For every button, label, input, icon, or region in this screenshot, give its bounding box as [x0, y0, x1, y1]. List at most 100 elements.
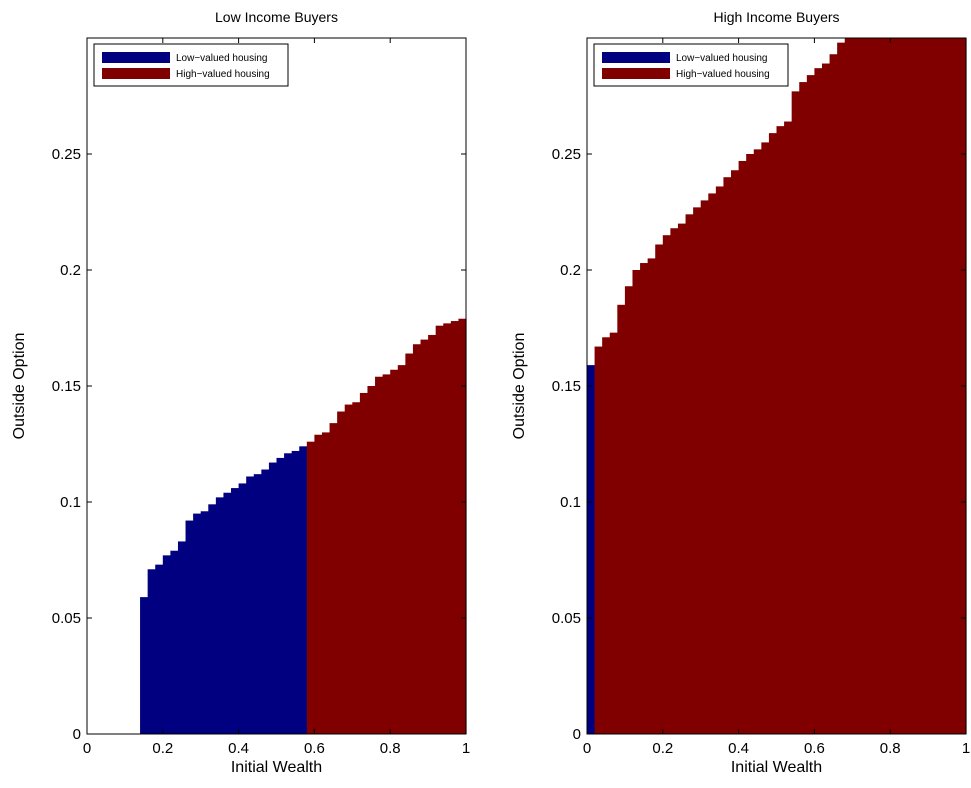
- y-tick-label-1: 0.05: [552, 610, 581, 627]
- bar-high-1: [314, 434, 323, 734]
- legend: Low−valued housing High−valued housing: [593, 43, 789, 87]
- bar-high-7: [647, 258, 656, 734]
- bar-high-6: [352, 402, 361, 734]
- bar-high-19: [450, 321, 460, 734]
- x-axis-label: Initial Wealth: [231, 759, 322, 776]
- bar-high-20: [458, 318, 467, 734]
- y-tick-label-0: 0: [573, 726, 581, 743]
- bar-high-42: [912, 38, 922, 734]
- x-tick-label-0: 0: [83, 740, 91, 757]
- bar-high-40: [897, 38, 906, 734]
- x-tick-label-3: 0.6: [804, 740, 825, 757]
- bar-high-35: [859, 38, 869, 734]
- bar-low-13: [238, 483, 247, 734]
- bar-high-33: [844, 38, 853, 734]
- bar-low-11: [223, 492, 232, 734]
- bar-high-9: [662, 235, 671, 734]
- bar-high-43: [920, 38, 929, 734]
- bar-high-3: [329, 423, 338, 734]
- bar-high-10: [670, 228, 679, 735]
- bar-high-22: [761, 142, 770, 734]
- x-tick-label-2: 0.4: [228, 740, 249, 757]
- bar-high-13: [693, 207, 702, 735]
- bar-high-2: [609, 332, 618, 734]
- bar-high-1: [602, 337, 611, 734]
- y-tick-label-1: 0.05: [52, 610, 81, 627]
- chart-high-income: 0 0.2 0.4 0.6 0.8 1 0 0.05 0.1 0.15 0.2 0.25 High I…: [511, 9, 970, 776]
- bar-low-8: [200, 511, 209, 734]
- bar-high-34: [852, 38, 861, 734]
- bar-high-46: [943, 38, 952, 734]
- plot-area-fill: [587, 38, 967, 735]
- bar-high-18: [731, 170, 740, 735]
- y-axis-label: Outside Option: [11, 333, 28, 440]
- bar-high-28: [806, 75, 815, 735]
- bar-high-5: [344, 404, 353, 734]
- bar-high-3: [617, 304, 626, 734]
- x-tick-label-5: 1: [962, 740, 970, 757]
- bar-low-1: [147, 569, 156, 734]
- bar-high-32: [837, 42, 846, 734]
- bar-high-20: [746, 154, 755, 734]
- bar-high-41: [905, 38, 914, 734]
- bar-high-27: [799, 82, 808, 734]
- chart-low-income: 0 0.2 0.4 0.6 0.8 1 0 0.05 0.1 0.15 0.2 0.25 Low In…: [11, 9, 470, 776]
- legend-swatch-high: [602, 68, 670, 79]
- bar-low-0: [140, 597, 149, 734]
- bar-low-17: [268, 462, 278, 734]
- bar-high-18: [443, 323, 452, 734]
- bar-high-15: [708, 193, 717, 734]
- y-tick-label-2: 0.1: [560, 494, 581, 511]
- bar-high-0: [306, 441, 315, 734]
- x-tick-label-1: 0.2: [152, 740, 173, 757]
- bar-high-11: [390, 369, 399, 734]
- bar-low-15: [253, 474, 262, 734]
- y-tick-label-4: 0.2: [560, 262, 581, 279]
- bar-high-13: [405, 353, 414, 734]
- bar-high-30: [821, 63, 831, 734]
- bar-high-8: [367, 386, 376, 734]
- bar-high-31: [829, 54, 838, 735]
- bar-low-5: [177, 541, 187, 734]
- bar-low-10: [215, 497, 225, 734]
- y-tick-label-0: 0: [73, 726, 81, 743]
- axis-ticks: 0 0.2 0.4 0.6 0.8 1 0 0.05 0.1 0.15 0.2 0.25: [552, 38, 970, 757]
- y-tick-label-3: 0.15: [52, 378, 81, 395]
- y-tick-label-5: 0.25: [52, 146, 81, 163]
- bar-high-12: [397, 365, 406, 734]
- bar-high-14: [700, 200, 709, 734]
- bar-high-38: [882, 38, 891, 734]
- bar-high-21: [753, 149, 762, 735]
- bar-low-19: [284, 453, 293, 734]
- axis-ticks: 0 0.2 0.4 0.6 0.8 1 0 0.05 0.1 0.15 0.2 0.25: [52, 38, 470, 757]
- bar-low-14: [246, 476, 255, 734]
- bar-high-10: [382, 374, 391, 734]
- bar-low-21: [299, 446, 308, 734]
- bar-low-9: [208, 504, 217, 734]
- x-tick-label-3: 0.6: [304, 740, 325, 757]
- bar-high-12: [685, 214, 694, 734]
- bar-high-25: [784, 121, 793, 734]
- x-tick-label-0: 0: [583, 740, 591, 757]
- bar-high-19: [738, 160, 747, 734]
- legend-label-low: Low−valued housing: [676, 53, 767, 64]
- bar-low-16: [261, 469, 270, 734]
- bar-high-9: [375, 376, 384, 734]
- bar-high-5: [632, 270, 641, 734]
- bar-high-11: [677, 223, 687, 734]
- x-tick-label-4: 0.8: [880, 740, 901, 757]
- bar-low-20: [291, 450, 300, 734]
- y-tick-label-2: 0.1: [60, 494, 81, 511]
- bar-low-0: [587, 365, 596, 734]
- bar-high-24: [776, 126, 785, 734]
- bar-low-18: [276, 457, 285, 734]
- legend: Low−valued housing High−valued housing: [93, 43, 289, 87]
- bar-low-7: [193, 513, 202, 734]
- bar-high-17: [435, 325, 444, 734]
- bar-high-39: [890, 38, 899, 734]
- x-tick-label-2: 0.4: [728, 740, 749, 757]
- bar-high-17: [723, 177, 732, 734]
- bar-low-3: [162, 555, 171, 734]
- y-axis-label: Outside Option: [511, 333, 528, 440]
